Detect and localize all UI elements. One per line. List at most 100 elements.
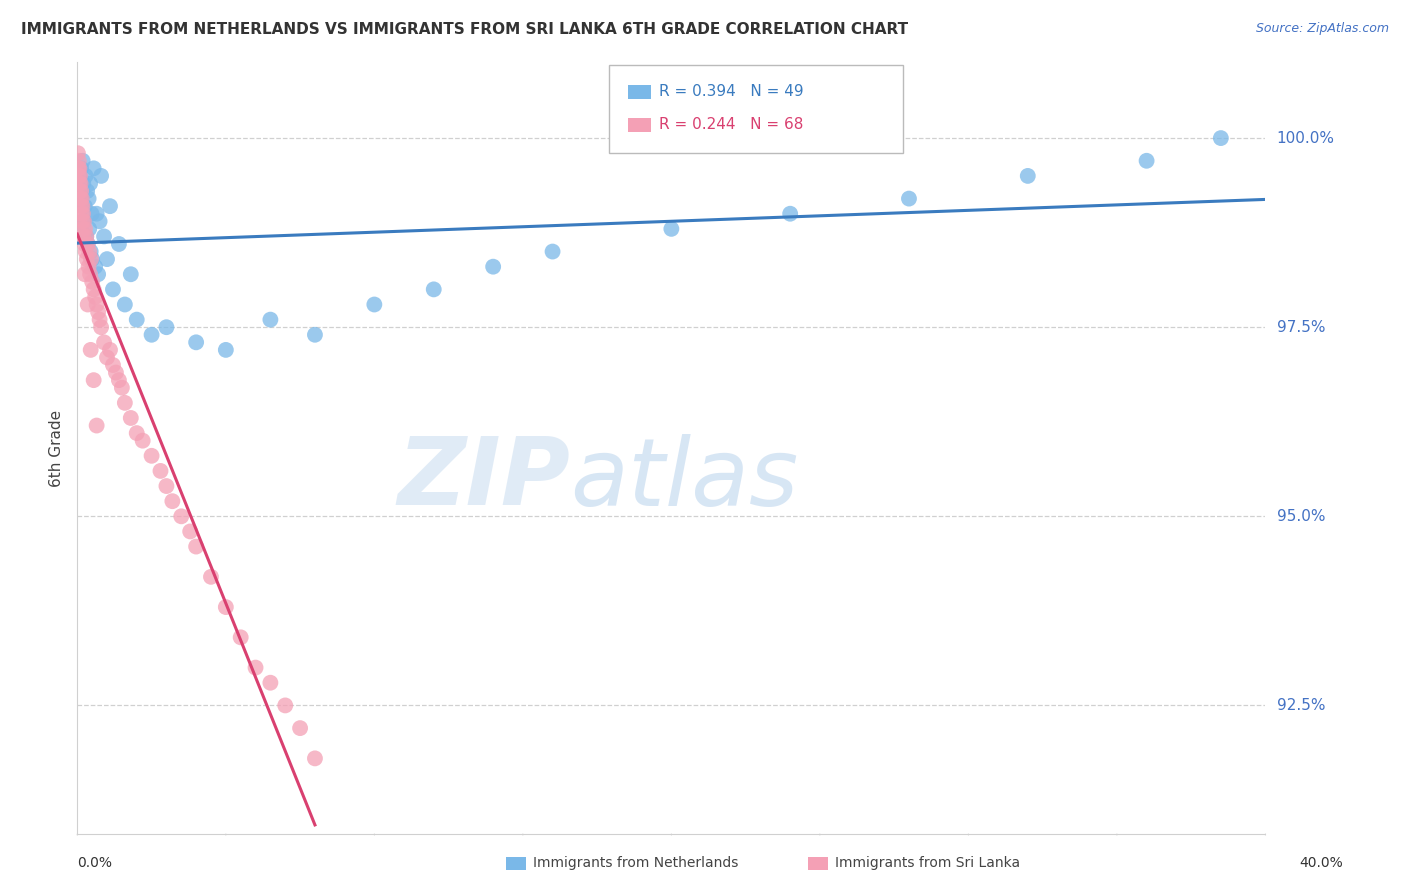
Point xyxy=(304,751,326,765)
Point xyxy=(80,244,103,259)
Point xyxy=(76,237,98,252)
Point xyxy=(72,199,94,213)
Point xyxy=(67,169,90,183)
Point xyxy=(120,267,142,281)
Point xyxy=(259,675,281,690)
Text: 100.0%: 100.0% xyxy=(1277,130,1334,145)
Point xyxy=(70,184,93,198)
Point xyxy=(274,698,297,713)
Text: 97.5%: 97.5% xyxy=(1277,319,1324,334)
Point xyxy=(72,207,94,221)
Point xyxy=(101,358,124,372)
Point xyxy=(288,721,311,735)
Point xyxy=(70,199,93,213)
Text: R = 0.244   N = 68: R = 0.244 N = 68 xyxy=(659,118,804,132)
Text: atlas: atlas xyxy=(571,434,799,524)
Point xyxy=(67,153,90,168)
Point xyxy=(83,373,105,387)
Point xyxy=(87,267,110,281)
Point xyxy=(72,229,94,244)
Point xyxy=(86,418,108,433)
Point xyxy=(186,335,208,350)
Point xyxy=(76,297,98,311)
Point xyxy=(96,351,118,365)
Point xyxy=(80,343,103,357)
Point xyxy=(661,222,683,236)
Point xyxy=(1136,153,1159,168)
Point xyxy=(98,343,121,357)
Point xyxy=(69,192,91,206)
Point xyxy=(779,207,801,221)
Point xyxy=(200,570,222,584)
Point xyxy=(83,282,105,296)
Point xyxy=(259,312,281,326)
Point xyxy=(87,305,110,319)
Point xyxy=(77,244,100,259)
Point xyxy=(215,600,238,615)
Text: 40.0%: 40.0% xyxy=(1299,856,1343,871)
Point xyxy=(75,244,97,259)
Point xyxy=(304,327,326,342)
Point xyxy=(69,169,91,183)
Point xyxy=(245,660,267,674)
Text: IMMIGRANTS FROM NETHERLANDS VS IMMIGRANTS FROM SRI LANKA 6TH GRADE CORRELATION C: IMMIGRANTS FROM NETHERLANDS VS IMMIGRANT… xyxy=(21,22,908,37)
Point xyxy=(98,199,121,213)
Point xyxy=(90,320,112,334)
Point xyxy=(162,494,184,508)
Text: 0.0%: 0.0% xyxy=(77,856,112,871)
Text: R = 0.394   N = 49: R = 0.394 N = 49 xyxy=(659,85,804,99)
Point xyxy=(67,192,90,206)
Point xyxy=(108,373,131,387)
Point xyxy=(75,229,97,244)
Point xyxy=(69,184,91,198)
Point xyxy=(80,252,103,266)
Point xyxy=(76,237,98,252)
Point xyxy=(72,222,94,236)
Point xyxy=(77,192,100,206)
Point xyxy=(149,464,172,478)
Point xyxy=(482,260,505,274)
Point xyxy=(76,184,98,198)
Text: Source: ZipAtlas.com: Source: ZipAtlas.com xyxy=(1256,22,1389,36)
Point xyxy=(96,252,118,266)
Point xyxy=(82,252,104,266)
Point xyxy=(120,411,142,425)
Point xyxy=(72,177,94,191)
Point xyxy=(1017,169,1039,183)
Text: Immigrants from Netherlands: Immigrants from Netherlands xyxy=(533,856,738,871)
Point xyxy=(125,426,148,441)
Point xyxy=(86,207,108,221)
Point xyxy=(141,449,163,463)
Point xyxy=(77,260,100,274)
Point xyxy=(86,297,108,311)
Point xyxy=(73,267,96,281)
Point xyxy=(114,396,136,410)
Point xyxy=(73,199,96,213)
Point xyxy=(70,192,93,206)
Point xyxy=(73,214,96,228)
Point xyxy=(67,161,90,176)
Point xyxy=(111,381,134,395)
Point xyxy=(79,267,101,281)
Point xyxy=(75,169,97,183)
Point xyxy=(73,222,96,236)
Point xyxy=(84,260,107,274)
Point xyxy=(66,146,89,161)
Point xyxy=(229,631,252,645)
Text: 95.0%: 95.0% xyxy=(1277,508,1324,524)
Point xyxy=(179,524,201,539)
Point xyxy=(93,335,115,350)
Point xyxy=(104,366,127,380)
Point xyxy=(82,275,104,289)
Y-axis label: 6th Grade: 6th Grade xyxy=(49,409,65,487)
Point xyxy=(77,222,100,236)
Point xyxy=(80,207,103,221)
Point xyxy=(89,312,111,326)
Point xyxy=(75,229,97,244)
Point xyxy=(541,244,564,259)
Point xyxy=(186,540,208,554)
Point xyxy=(70,161,93,176)
Point xyxy=(70,184,93,198)
Point xyxy=(79,177,101,191)
Point xyxy=(155,320,177,334)
